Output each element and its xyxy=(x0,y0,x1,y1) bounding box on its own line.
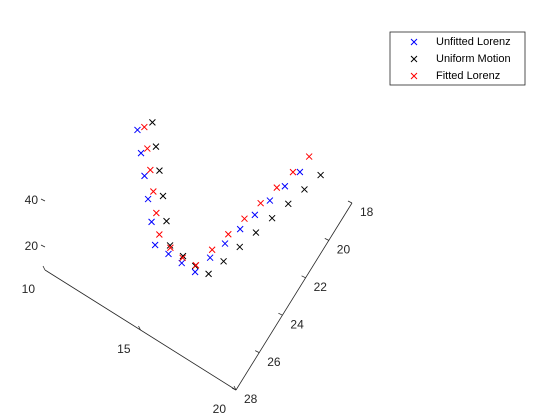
y-tick xyxy=(324,238,329,241)
point xyxy=(205,270,212,278)
z-tick-label: 40 xyxy=(25,193,39,207)
point xyxy=(159,192,167,200)
z-tick xyxy=(40,244,46,248)
point xyxy=(178,259,186,267)
point xyxy=(155,231,163,238)
point xyxy=(140,123,148,131)
point xyxy=(220,257,227,265)
x-tick xyxy=(233,385,237,391)
point xyxy=(252,229,260,236)
y-tick-label: 18 xyxy=(360,205,374,219)
point xyxy=(151,241,159,249)
point xyxy=(152,143,160,150)
legend-marker xyxy=(410,72,418,80)
x-tick-label: 20 xyxy=(213,402,227,416)
point xyxy=(152,209,160,217)
point xyxy=(167,244,174,252)
point xyxy=(273,184,281,191)
point xyxy=(137,149,145,157)
point xyxy=(165,250,172,258)
z-tick-label: 20 xyxy=(25,239,39,253)
point xyxy=(149,188,157,195)
point xyxy=(236,225,244,233)
x-tick-label: 15 xyxy=(117,342,131,356)
point xyxy=(148,218,155,226)
point xyxy=(317,171,324,179)
y-tick-label: 26 xyxy=(267,355,281,369)
point xyxy=(268,214,276,222)
point xyxy=(156,167,163,174)
point xyxy=(221,240,229,247)
point xyxy=(179,254,186,262)
legend-marker xyxy=(410,55,418,63)
point xyxy=(191,268,199,276)
point xyxy=(251,211,259,219)
point xyxy=(206,254,214,262)
legend-label: Uniform Motion xyxy=(436,53,511,65)
y-tick xyxy=(255,350,260,353)
point xyxy=(296,168,304,176)
point xyxy=(305,153,313,160)
point xyxy=(144,195,152,203)
y-tick-label: 22 xyxy=(314,280,328,294)
point xyxy=(289,168,297,176)
point xyxy=(208,246,216,254)
point xyxy=(179,252,187,260)
plot-area: 10 15 20 18 20 22 24 26 28 20 40 xyxy=(22,118,374,416)
point xyxy=(284,200,292,208)
y-tick xyxy=(347,200,353,204)
point xyxy=(163,217,170,225)
point xyxy=(301,186,308,193)
legend: Unfitted Lorenz Uniform Motion Fitted Lore… xyxy=(389,31,526,86)
point xyxy=(149,118,156,126)
y-tick-label: 24 xyxy=(290,317,304,331)
point xyxy=(166,242,174,249)
x-tick xyxy=(42,265,46,271)
point xyxy=(266,197,274,204)
point xyxy=(241,215,248,223)
y-tick xyxy=(278,312,283,316)
legend-label: Fitted Lorenz xyxy=(436,70,500,82)
y-axis xyxy=(235,202,353,391)
x-tick xyxy=(138,325,141,331)
point xyxy=(257,199,265,207)
legend-label: Unfitted Lorenz xyxy=(436,36,511,48)
y-tick-label: 28 xyxy=(244,392,258,406)
y-tick xyxy=(231,387,237,391)
point xyxy=(146,166,154,174)
y-tick xyxy=(301,275,306,279)
point xyxy=(192,261,200,269)
z-tick xyxy=(40,198,46,202)
y-tick-label: 20 xyxy=(337,243,351,257)
point xyxy=(143,145,151,152)
legend-marker xyxy=(410,38,418,46)
point xyxy=(134,126,141,134)
point xyxy=(236,243,244,251)
point xyxy=(224,230,232,238)
x-tick-label: 10 xyxy=(22,282,36,296)
point xyxy=(281,182,289,190)
point xyxy=(141,172,148,180)
